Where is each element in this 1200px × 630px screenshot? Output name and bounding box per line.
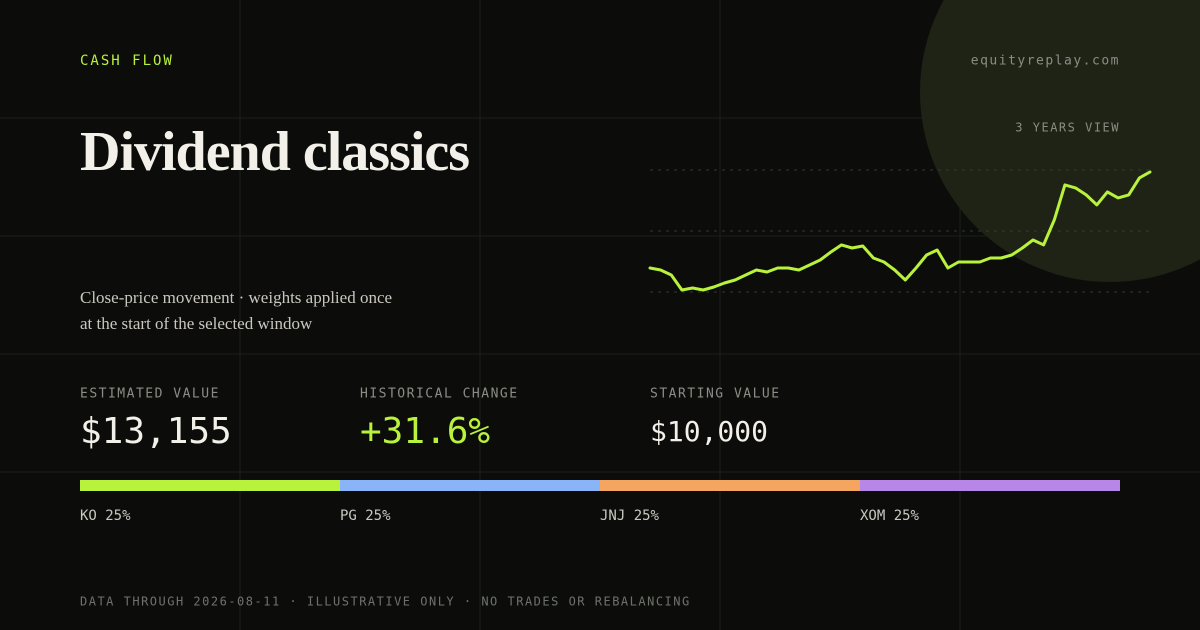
view-label: 3 YEARS VIEW (1015, 121, 1120, 135)
allocation-weight: 25% (634, 508, 660, 524)
allocation-segment (600, 480, 860, 491)
allocation-segment (860, 480, 1120, 491)
allocation-segment (340, 480, 600, 491)
eyebrow: CASH FLOW (80, 53, 174, 69)
stat-label: STARTING VALUE (650, 387, 781, 402)
site: equityreplay.com (971, 54, 1120, 69)
stat-value: $10,000 (650, 415, 768, 448)
sparkline (648, 170, 1152, 292)
stat-label: ESTIMATED VALUE (80, 387, 220, 402)
allocation-weight: 25% (105, 508, 131, 524)
footer: DATA THROUGH 2026-08-11 · ILLUSTRATIVE O… (80, 595, 691, 609)
allocation-weight: 25% (365, 508, 391, 524)
accent-circle (920, 0, 1200, 282)
stat-label: HISTORICAL CHANGE (360, 387, 519, 402)
allocation-ticker: JNJ (600, 508, 625, 524)
allocation-ticker: KO (80, 508, 97, 524)
allocation-segment (80, 480, 340, 491)
stat-value: $13,155 (80, 411, 232, 452)
subtitle: at the start of the selected window (80, 314, 313, 333)
subtitle: Close-price movement · weights applied o… (80, 288, 392, 307)
stat-value: +31.6% (360, 411, 490, 452)
chart-guides (650, 169, 1150, 293)
allocation-weight: 25% (894, 508, 920, 524)
allocation-ticker: PG (340, 508, 357, 524)
allocation-ticker: XOM (860, 508, 885, 524)
title: Dividend classics (80, 121, 469, 183)
